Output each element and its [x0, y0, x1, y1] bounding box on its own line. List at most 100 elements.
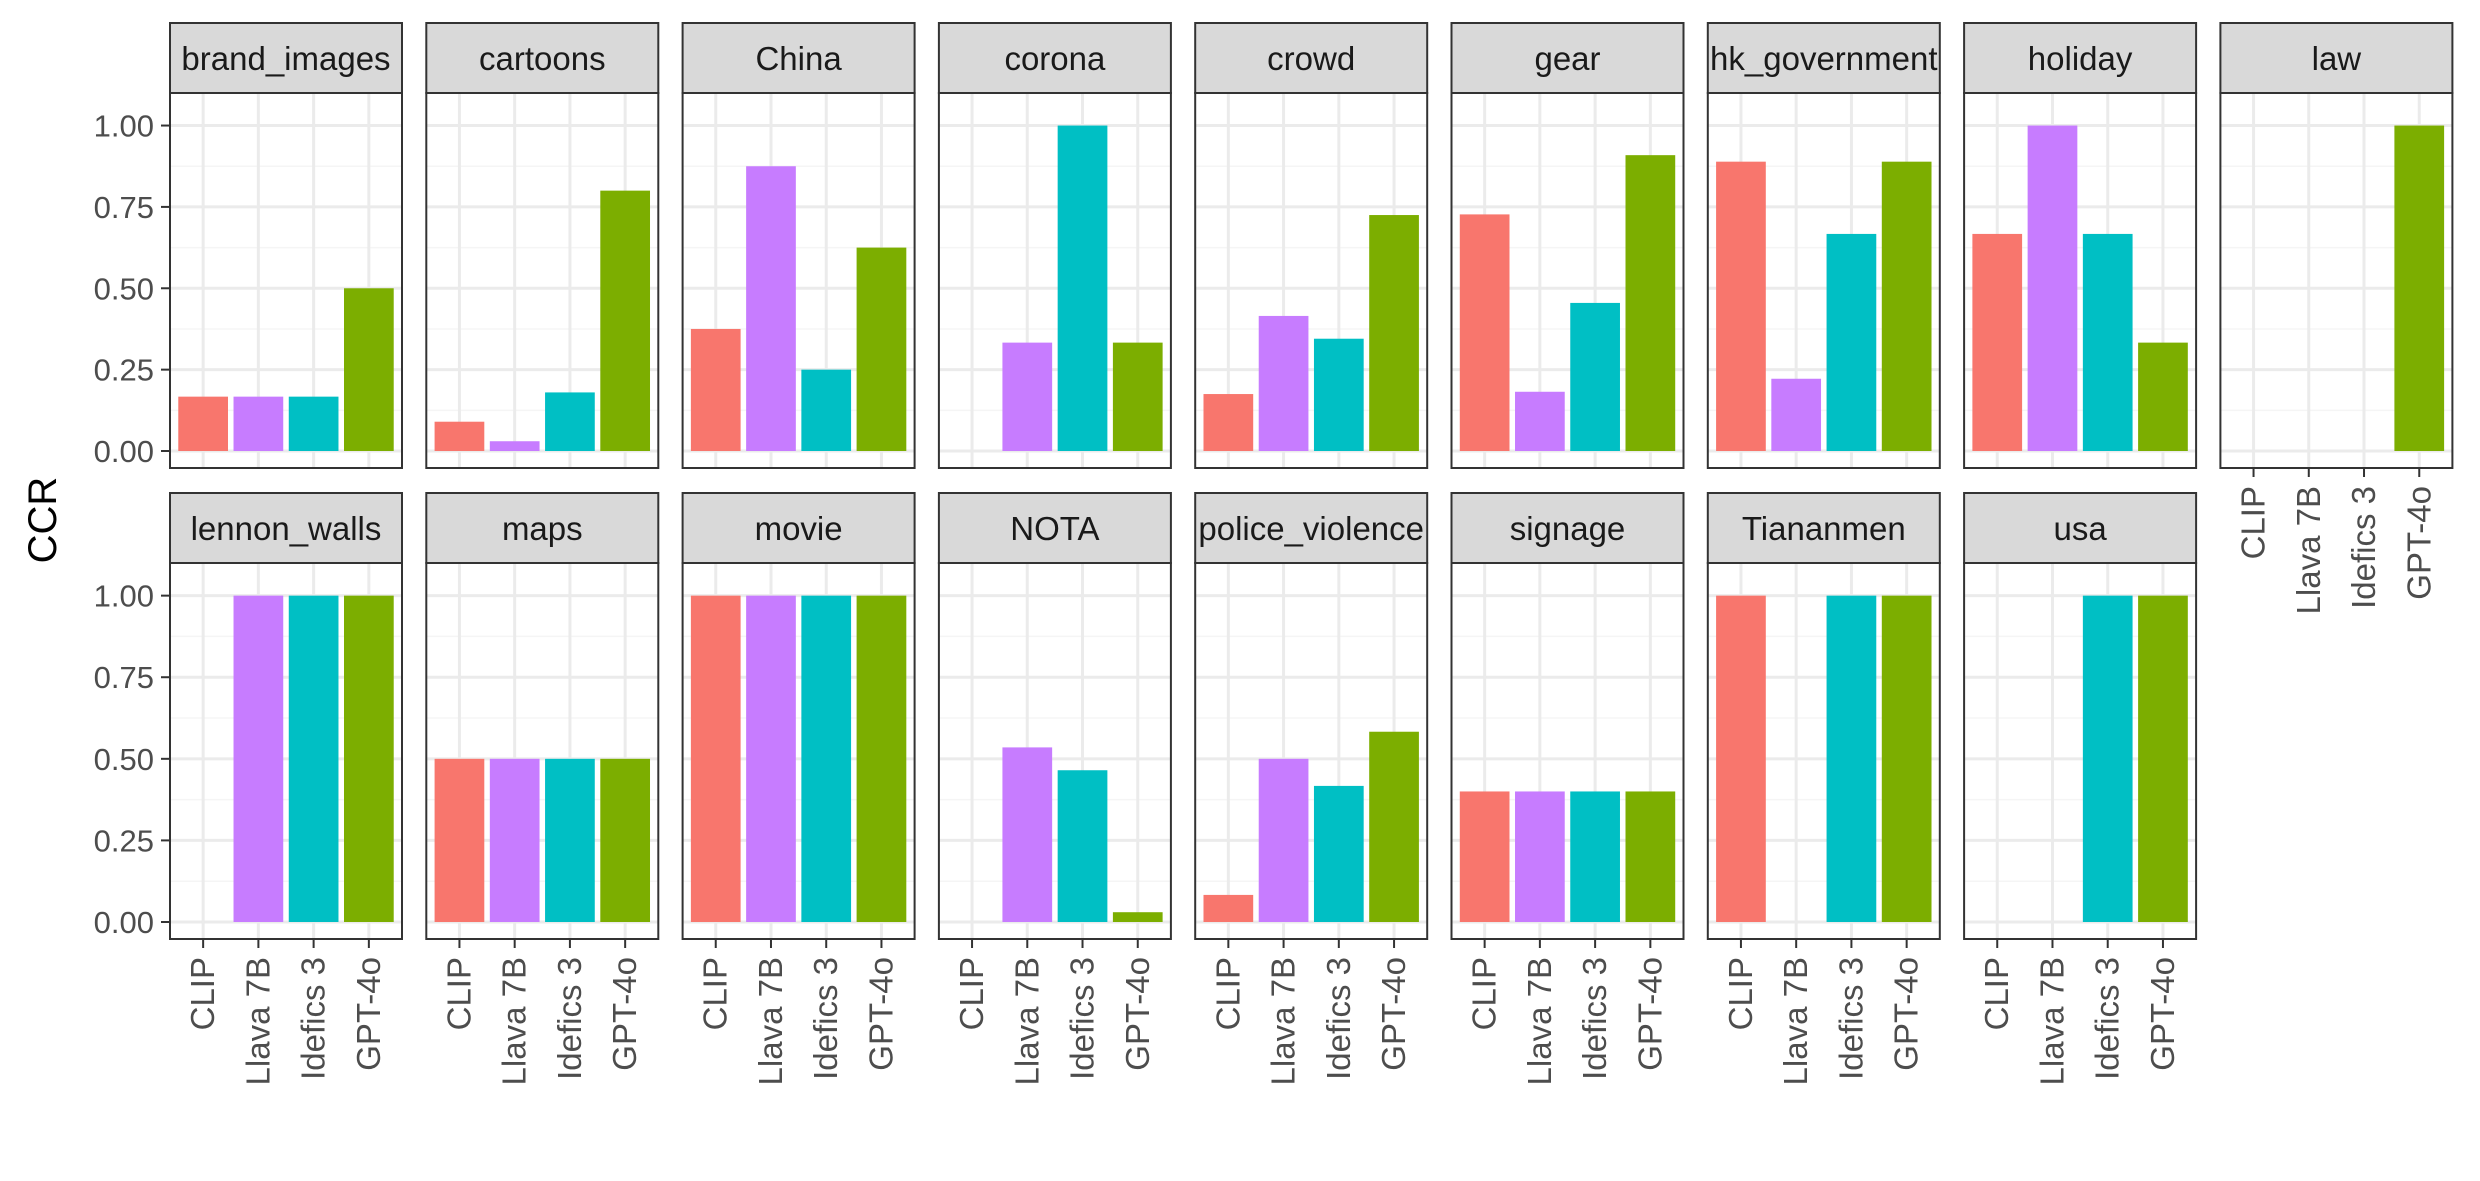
bar-corona-llava-7b [1002, 342, 1053, 451]
bar-police_violence-clip [1203, 894, 1254, 922]
bar-movie-llava-7b [746, 595, 796, 922]
y-tick-label: 0.00 [94, 434, 154, 469]
x-tick-label: CLIP [440, 957, 477, 1030]
strip-background [1450, 492, 1685, 564]
bar-Tiananmen-idefics-3 [1826, 595, 1877, 922]
strip-background [681, 22, 916, 94]
bar-signage-llava-7b [1515, 791, 1565, 922]
x-tick-label: Llava 7B [239, 957, 276, 1085]
bar-holiday-llava-7b [2027, 125, 2078, 451]
strip-background [1194, 22, 1429, 94]
bar-usa-gpt-4o [2138, 595, 2188, 922]
y-tick-label: 0.50 [94, 271, 154, 306]
facet-panel-NOTA: NOTA CLIP Llava 7B Idefics 3 GPT-4o [937, 492, 1172, 1085]
bar-gear-llava-7b [1515, 391, 1565, 451]
facet-panel-Tiananmen: Tiananmen CLIP Llava 7B Idefics 3 GPT-4o [1706, 492, 1941, 1085]
x-tick-label: Idefics 3 [807, 957, 844, 1080]
bar-gear-idefics-3 [1570, 302, 1620, 451]
bar-hk_government-idefics-3 [1826, 233, 1877, 451]
facet-panel-corona: corona [937, 22, 1172, 469]
facet-panel-movie: movie CLIP Llava 7B Idefics 3 GPT-4o [681, 492, 916, 1085]
y-tick-label: 0.75 [94, 660, 154, 695]
bar-crowd-idefics-3 [1313, 338, 1364, 451]
strip-background [169, 492, 403, 564]
x-tick-label: Idefics 3 [1320, 957, 1357, 1080]
x-tick-label: Llava 7B [1008, 957, 1045, 1085]
bar-NOTA-llava-7b [1002, 747, 1053, 922]
bar-cartoons-clip [434, 421, 485, 451]
strip-label: corona [1004, 40, 1106, 77]
bar-China-idefics-3 [801, 369, 852, 451]
bar-signage-clip [1459, 791, 1510, 922]
bar-lennon_walls-llava-7b [233, 595, 284, 922]
facet-panel-holiday: holiday [1963, 22, 2198, 469]
bar-law-gpt-4o [2394, 125, 2445, 451]
y-tick-label: 0.00 [94, 905, 154, 940]
strip-label: brand_images [181, 40, 390, 77]
bar-holiday-clip [1972, 233, 2023, 451]
strip-label: law [2312, 40, 2362, 77]
strip-label: lennon_walls [191, 510, 382, 547]
facet-panel-signage: signage CLIP Llava 7B Idefics 3 GPT-4o [1450, 492, 1685, 1085]
bar-brand_images-llava-7b [233, 396, 284, 451]
bar-holiday-gpt-4o [2138, 342, 2188, 451]
facet-panel-China: China [681, 22, 916, 469]
x-tick-label: Idefics 3 [2345, 486, 2382, 609]
facet-panel-gear: gear [1450, 22, 1685, 469]
x-tick-label: GPT-4o [862, 957, 899, 1071]
strip-label: cartoons [479, 40, 606, 77]
facet-panel-crowd: crowd [1194, 22, 1429, 469]
x-tick-label: GPT-4o [350, 957, 387, 1071]
strip-label: crowd [1267, 40, 1355, 77]
facet-panel-police_violence: police_violence CLIP Llava 7B Idefics 3 GPT-… [1194, 492, 1429, 1085]
x-tick-label: GPT-4o [606, 957, 643, 1071]
bar-hk_government-gpt-4o [1881, 161, 1932, 452]
strip-label: gear [1534, 40, 1600, 77]
strip-label: movie [755, 510, 843, 547]
x-tick-label: Idefics 3 [1832, 957, 1869, 1080]
facet-panel-usa: usa CLIP Llava 7B Idefics 3 GPT-4o [1963, 492, 2198, 1085]
y-axis-title: CCR [21, 477, 65, 564]
bar-movie-gpt-4o [856, 595, 907, 922]
bar-maps-gpt-4o [600, 758, 651, 922]
bar-usa-idefics-3 [2082, 595, 2133, 922]
strip-background [2219, 22, 2454, 94]
strip-label: holiday [2028, 40, 2133, 77]
bar-movie-clip [690, 595, 741, 922]
facet-panel-law: law CLIP Llava 7B Idefics 3 GPT-4o [2219, 22, 2454, 614]
facet-panel-lennon_walls: lennon_walls 0.00 0.25 0.50 0.75 1.00 CLIP Llav… [94, 492, 403, 1085]
strip-background [1706, 492, 1941, 564]
strip-background [937, 492, 1172, 564]
bar-signage-gpt-4o [1625, 791, 1676, 922]
bar-maps-idefics-3 [545, 758, 595, 922]
x-tick-label: CLIP [1209, 957, 1246, 1030]
x-tick-label: Llava 7B [2033, 957, 2070, 1085]
bar-police_violence-llava-7b [1258, 758, 1309, 922]
x-tick-label: Idefics 3 [295, 957, 332, 1080]
bar-crowd-gpt-4o [1369, 215, 1419, 451]
bar-maps-llava-7b [489, 758, 540, 922]
x-tick-label: CLIP [1466, 957, 1503, 1030]
bar-corona-gpt-4o [1112, 342, 1163, 451]
strip-background [1963, 22, 2198, 94]
facet-panel-cartoons: cartoons [425, 22, 660, 469]
strip-background [169, 22, 403, 94]
x-tick-label: GPT-4o [1375, 957, 1412, 1071]
x-tick-label: CLIP [1722, 957, 1759, 1030]
strip-label: usa [2053, 510, 2107, 547]
x-tick-label: GPT-4o [2400, 486, 2437, 600]
y-tick-label: 0.25 [94, 823, 154, 858]
strip-label: NOTA [1010, 510, 1099, 547]
y-tick-label: 0.75 [94, 190, 154, 225]
x-tick-label: Llava 7B [1521, 957, 1558, 1085]
x-tick-label: Llava 7B [496, 957, 533, 1085]
bar-lennon_walls-gpt-4o [344, 595, 394, 922]
bar-lennon_walls-idefics-3 [288, 595, 339, 922]
x-tick-label: CLIP [1978, 957, 2015, 1030]
bar-cartoons-gpt-4o [600, 190, 651, 452]
bar-movie-idefics-3 [801, 595, 852, 922]
strip-background [681, 492, 916, 564]
x-tick-label: GPT-4o [2144, 957, 2181, 1071]
bar-crowd-clip [1203, 394, 1254, 451]
